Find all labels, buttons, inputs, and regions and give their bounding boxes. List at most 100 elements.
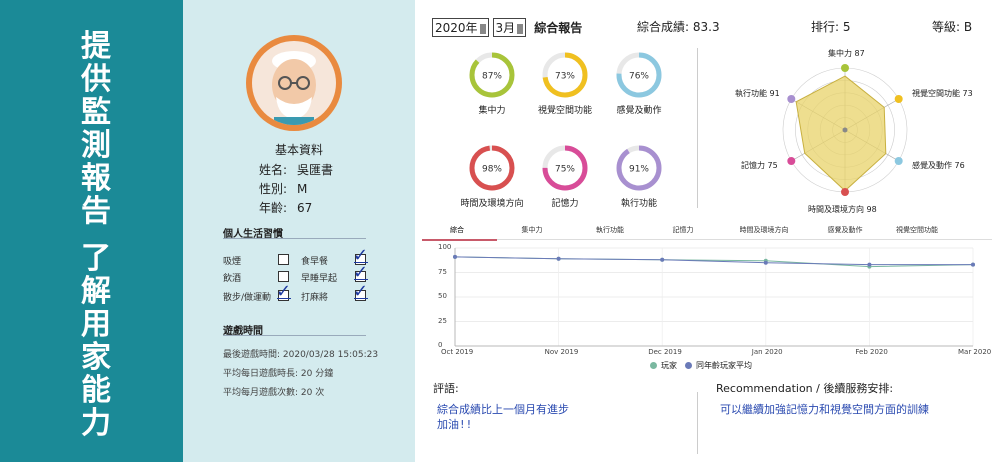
tab-5[interactable]: 感覺及動作 <box>827 226 863 234</box>
gauge-5: 91% <box>616 145 662 191</box>
basic-info-title: 基本資料 <box>274 143 323 157</box>
legend-dot-player <box>650 362 657 369</box>
habits-title: 個人生活習慣 <box>223 229 283 240</box>
habit-exercise-label: 散步/做運動 <box>223 293 272 303</box>
rank: 排行: 5 <box>811 20 851 34</box>
radar-label: 執行功能 91 <box>735 89 780 98</box>
x-tick-label: Oct 2019 <box>441 348 474 356</box>
tab-2[interactable]: 執行功能 <box>596 226 624 234</box>
gauge-value: 91% <box>629 165 649 175</box>
habit-smoke-checkbox[interactable] <box>278 254 289 265</box>
habit-breakfast-checkbox[interactable] <box>355 254 366 265</box>
year-select[interactable]: 2020年 <box>432 18 489 37</box>
info-name-row: 姓名: 吳匯書 <box>259 163 334 177</box>
habit-drink-label: 飲酒 <box>223 274 242 284</box>
legend-dot-average <box>685 362 692 369</box>
gauge-label: 視覺空間功能 <box>537 106 592 116</box>
habit-smoke-label: 吸煙 <box>223 257 242 267</box>
info-age-row: 年齡: 67 <box>259 201 313 215</box>
habit-early-label: 早睡早起 <box>301 274 338 284</box>
dropdown-icon <box>517 23 524 34</box>
habit-breakfast-label: 食早餐 <box>301 257 329 267</box>
gauge-label: 記憶力 <box>551 199 579 209</box>
overall-score: 綜合成績: 83.3 <box>637 20 720 34</box>
info-gender-row: 性別: M <box>259 182 308 196</box>
radar-point <box>841 64 849 72</box>
x-tick-label: Dec 2019 <box>648 348 682 356</box>
daily-play-duration: 平均每日遊戲時長: 20 分鐘 <box>223 369 334 379</box>
recommendation-title: Recommendation / 後續服務安排: <box>716 382 894 395</box>
gauge-label: 集中力 <box>478 106 506 116</box>
grade: 等級: B <box>932 20 973 34</box>
habit-drink-checkbox[interactable] <box>278 271 289 282</box>
radar-label: 記憶力 75 <box>741 161 778 170</box>
banner-title-b: 了解用家能力 <box>81 241 111 441</box>
gauge-label: 時間及環境方向 <box>460 199 524 209</box>
radar-label: 感覺及動作 76 <box>912 161 965 170</box>
series-point <box>867 262 872 267</box>
radar-point <box>841 188 849 196</box>
x-tick-label: Jan 2020 <box>751 348 783 356</box>
tab-3[interactable]: 記憶力 <box>672 226 694 234</box>
check-icon: ✓ <box>353 281 369 302</box>
y-tick-label: 25 <box>438 316 447 325</box>
tab-4[interactable]: 時間及環境方向 <box>739 226 789 234</box>
last-play-time: 最後遊戲時間: 2020/03/28 15:05:23 <box>223 350 379 360</box>
series-point <box>660 257 665 262</box>
tab-bar: 綜合 集中力 執行功能 記憶力 時間及環境方向 感覺及動作 視覺空間功能 <box>422 222 992 240</box>
comments-text: 綜合成績比上一個月有進步 加油!! <box>437 403 569 431</box>
monthly-play-count: 平均每月遊戲次數: 20 次 <box>223 388 325 398</box>
tab-0[interactable]: 綜合 <box>450 226 464 234</box>
report-title: 綜合報告 <box>534 21 583 35</box>
series-point <box>763 260 768 265</box>
series-point <box>556 256 561 261</box>
habit-mahjong-label: 打麻將 <box>301 293 329 303</box>
y-tick-label: 75 <box>438 267 447 276</box>
active-tab-underline <box>422 239 497 241</box>
month-select[interactable]: 3月 <box>492 18 527 37</box>
banner-title: 提供監測報告 了解用家能力 <box>78 30 114 440</box>
report-selector: 2020年 3月 綜合報告 <box>432 18 582 37</box>
x-tick-label: Nov 2019 <box>544 348 579 356</box>
series-line-1 <box>454 256 973 266</box>
habit-mahjong-checkbox[interactable] <box>355 290 366 301</box>
legend-average: 同年齡玩家平均 <box>696 361 752 370</box>
radar-label: 時間及環境方向 98 <box>808 205 877 214</box>
radar-point <box>894 95 903 103</box>
gametime-title: 遊戲時間 <box>223 326 263 337</box>
y-tick-label: 0 <box>438 341 443 349</box>
y-tick-label: 50 <box>438 292 447 300</box>
gauge-value: 73% <box>555 72 575 82</box>
gauge-value: 87% <box>482 72 502 82</box>
tab-6[interactable]: 視覺空間功能 <box>896 226 938 234</box>
tab-1[interactable]: 集中力 <box>521 226 543 234</box>
gauge-value: 75% <box>555 165 575 175</box>
gauge-1: 73% <box>542 52 588 98</box>
habit-exercise-checkbox[interactable] <box>278 290 289 301</box>
radar-label: 集中力 87 <box>828 49 865 58</box>
radar-point <box>787 95 796 103</box>
banner-title-a: 提供監測報告 <box>81 29 111 229</box>
radar-point <box>894 157 903 165</box>
gauge-0: 87% <box>469 52 515 98</box>
radar-point <box>787 157 796 165</box>
check-icon: ✓ <box>353 245 369 266</box>
dropdown-icon <box>479 23 486 34</box>
legend-player: 玩家 <box>661 361 677 370</box>
sidebar-banner <box>0 0 183 462</box>
recommendation-text: 可以繼續加強記憶力和視覺空間方面的訓練 <box>720 403 929 416</box>
habit-early-checkbox[interactable] <box>355 271 366 282</box>
gauge-value: 76% <box>629 72 649 82</box>
series-point <box>453 254 457 259</box>
y-tick-label: 100 <box>438 243 452 251</box>
gauge-2: 76% <box>616 52 662 98</box>
gauge-3: 98% <box>469 145 515 191</box>
gauge-label: 執行功能 <box>620 199 657 209</box>
gauge-4: 75% <box>542 145 588 191</box>
check-icon: ✓ <box>276 281 292 302</box>
x-tick-label: Feb 2020 <box>855 348 888 356</box>
comments-title: 評語: <box>433 382 459 395</box>
x-tick-label: Mar 2020 <box>958 348 992 356</box>
profile-panel: 基本資料 姓名: 吳匯書 性別: M 年齡: 67 個人生活習慣 吸煙 食早餐 ✓ 飲… <box>183 0 415 462</box>
